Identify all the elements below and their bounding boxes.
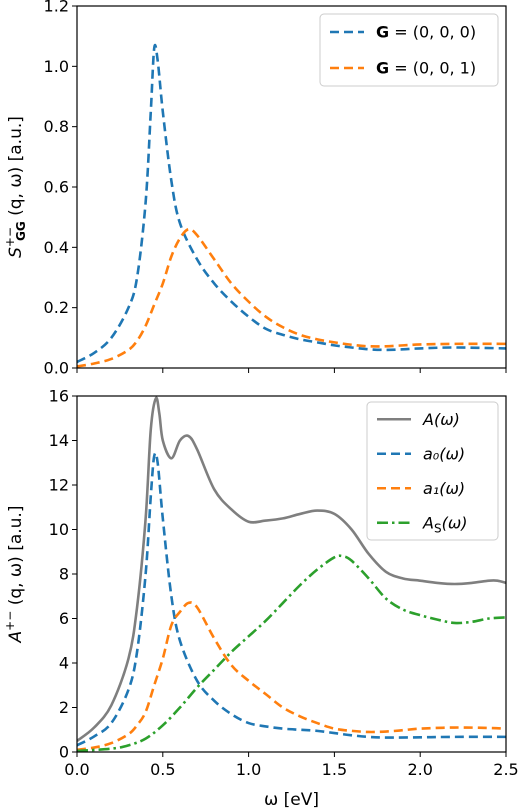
bottom-legend-label: a₀(ω) — [423, 444, 465, 463]
bottom-series-line-2 — [77, 601, 506, 752]
bottom-legend-label: A(ω) — [422, 410, 460, 429]
bottom-y-tick-label: 4 — [59, 654, 69, 673]
top-ylabel-sup: +− — [3, 227, 17, 247]
bottom-x-tick-label: 2.0 — [407, 760, 432, 779]
top-y-tick-label: 0.6 — [44, 178, 69, 197]
top-y-tick-label: 0.2 — [44, 298, 69, 317]
top-series-line-0 — [77, 43, 506, 364]
bottom-ylabel-main: A — [6, 631, 26, 644]
top-y-tick-label: 1.0 — [44, 57, 69, 76]
bottom-series-line-0 — [77, 396, 506, 742]
bottom-y-tick-label: 0 — [59, 743, 69, 762]
top-legend-box — [319, 13, 499, 87]
top-ticks: 0.0 0.2 0.4 0.6 0.8 1.0 1.2 — [44, 0, 507, 378]
top-legend-label: G = (0, 0, 1) — [376, 59, 476, 78]
bottom-legend-label: AS(ω) — [422, 513, 467, 535]
top-series-line-1 — [77, 227, 506, 368]
bottom-y-tick-label: 2 — [59, 698, 69, 717]
top-ylabel-sub: GG — [14, 221, 28, 241]
bottom-x-tick-label: 0.0 — [64, 760, 89, 779]
bottom-legend-box — [366, 401, 499, 541]
bottom-y-tick-label: 10 — [49, 520, 69, 539]
top-panel: 0.0 0.2 0.4 0.6 0.8 1.0 1.2 S+−GG (q, ω) [a.u.… — [3, 0, 507, 378]
top-y-tick-label: 0.4 — [44, 238, 69, 257]
bottom-x-tick-label: 0.5 — [150, 760, 175, 779]
bottom-y-tick-label: 12 — [49, 476, 69, 495]
bottom-x-tick-label: 1.5 — [322, 760, 347, 779]
bottom-y-tick-label: 8 — [59, 565, 69, 584]
top-y-tick-label: 1.2 — [44, 0, 69, 16]
bottom-series-group — [77, 396, 506, 752]
bottom-ylabel-sup: +− — [3, 611, 17, 631]
bottom-x-tick-label: 2.5 — [493, 760, 518, 779]
top-series-group — [77, 43, 506, 368]
bottom-series-line-1 — [77, 451, 506, 747]
bottom-legend: A(ω) a₀(ω) a₁(ω) AS(ω) — [366, 401, 499, 541]
bottom-y-tick-label: 16 — [49, 387, 69, 406]
bottom-series-line-3 — [77, 554, 506, 752]
bottom-legend-label: a₁(ω) — [423, 479, 465, 498]
bottom-panel: 0.0 0.5 1.0 1.5 2.0 2.5 0 2 4 6 8 10 12 14 16 A+− (q, … — [3, 387, 519, 811]
bottom-y-axis-label: A+− (q, ω) [a.u.] — [3, 506, 26, 644]
bottom-y-tick-label: 6 — [59, 609, 69, 628]
top-ylabel-main: S — [6, 247, 26, 258]
top-legend: G = (0, 0, 0) G = (0, 0, 1) — [319, 13, 499, 87]
top-y-tick-label: 0.0 — [44, 359, 69, 378]
bottom-x-tick-label: 1.0 — [236, 760, 261, 779]
bottom-ylabel-tail: (q, ω) [a.u.] — [6, 506, 26, 611]
x-axis-label: ω [eV] — [264, 790, 319, 810]
bottom-y-tick-label: 14 — [49, 431, 69, 450]
top-y-axis-label: S+−GG (q, ω) [a.u.] — [3, 116, 28, 258]
top-y-tick-label: 0.8 — [44, 117, 69, 136]
bottom-ticks: 0.0 0.5 1.0 1.5 2.0 2.5 0 2 4 6 8 10 12 14 16 — [49, 387, 519, 780]
top-ylabel-tail: (q, ω) [a.u.] — [6, 116, 26, 221]
top-legend-label: G = (0, 0, 0) — [376, 23, 476, 42]
